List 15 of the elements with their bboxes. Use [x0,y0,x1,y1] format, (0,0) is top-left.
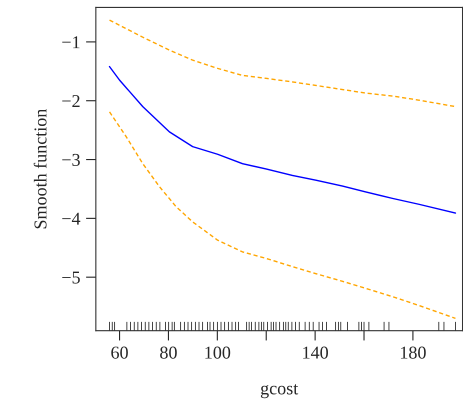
line-series [108,66,456,214]
y-tick-label: −4 [62,212,80,225]
x-tick-label: 80 [160,346,177,359]
y-axis-title: Smooth function [34,108,47,228]
x-tick-label: 180 [400,346,426,359]
line-series [108,111,456,320]
x-axis-title: gcost [260,384,298,398]
y-tick-label: −3 [62,154,80,166]
y-tick-label: −5 [62,272,80,284]
x-tick-label: 140 [303,346,328,359]
x-tick-label: 100 [205,346,230,359]
y-tick-label: −1 [62,36,80,48]
line-series [108,19,456,108]
y-tick-label: −2 [62,95,80,107]
x-tick-label: 60 [111,346,128,359]
